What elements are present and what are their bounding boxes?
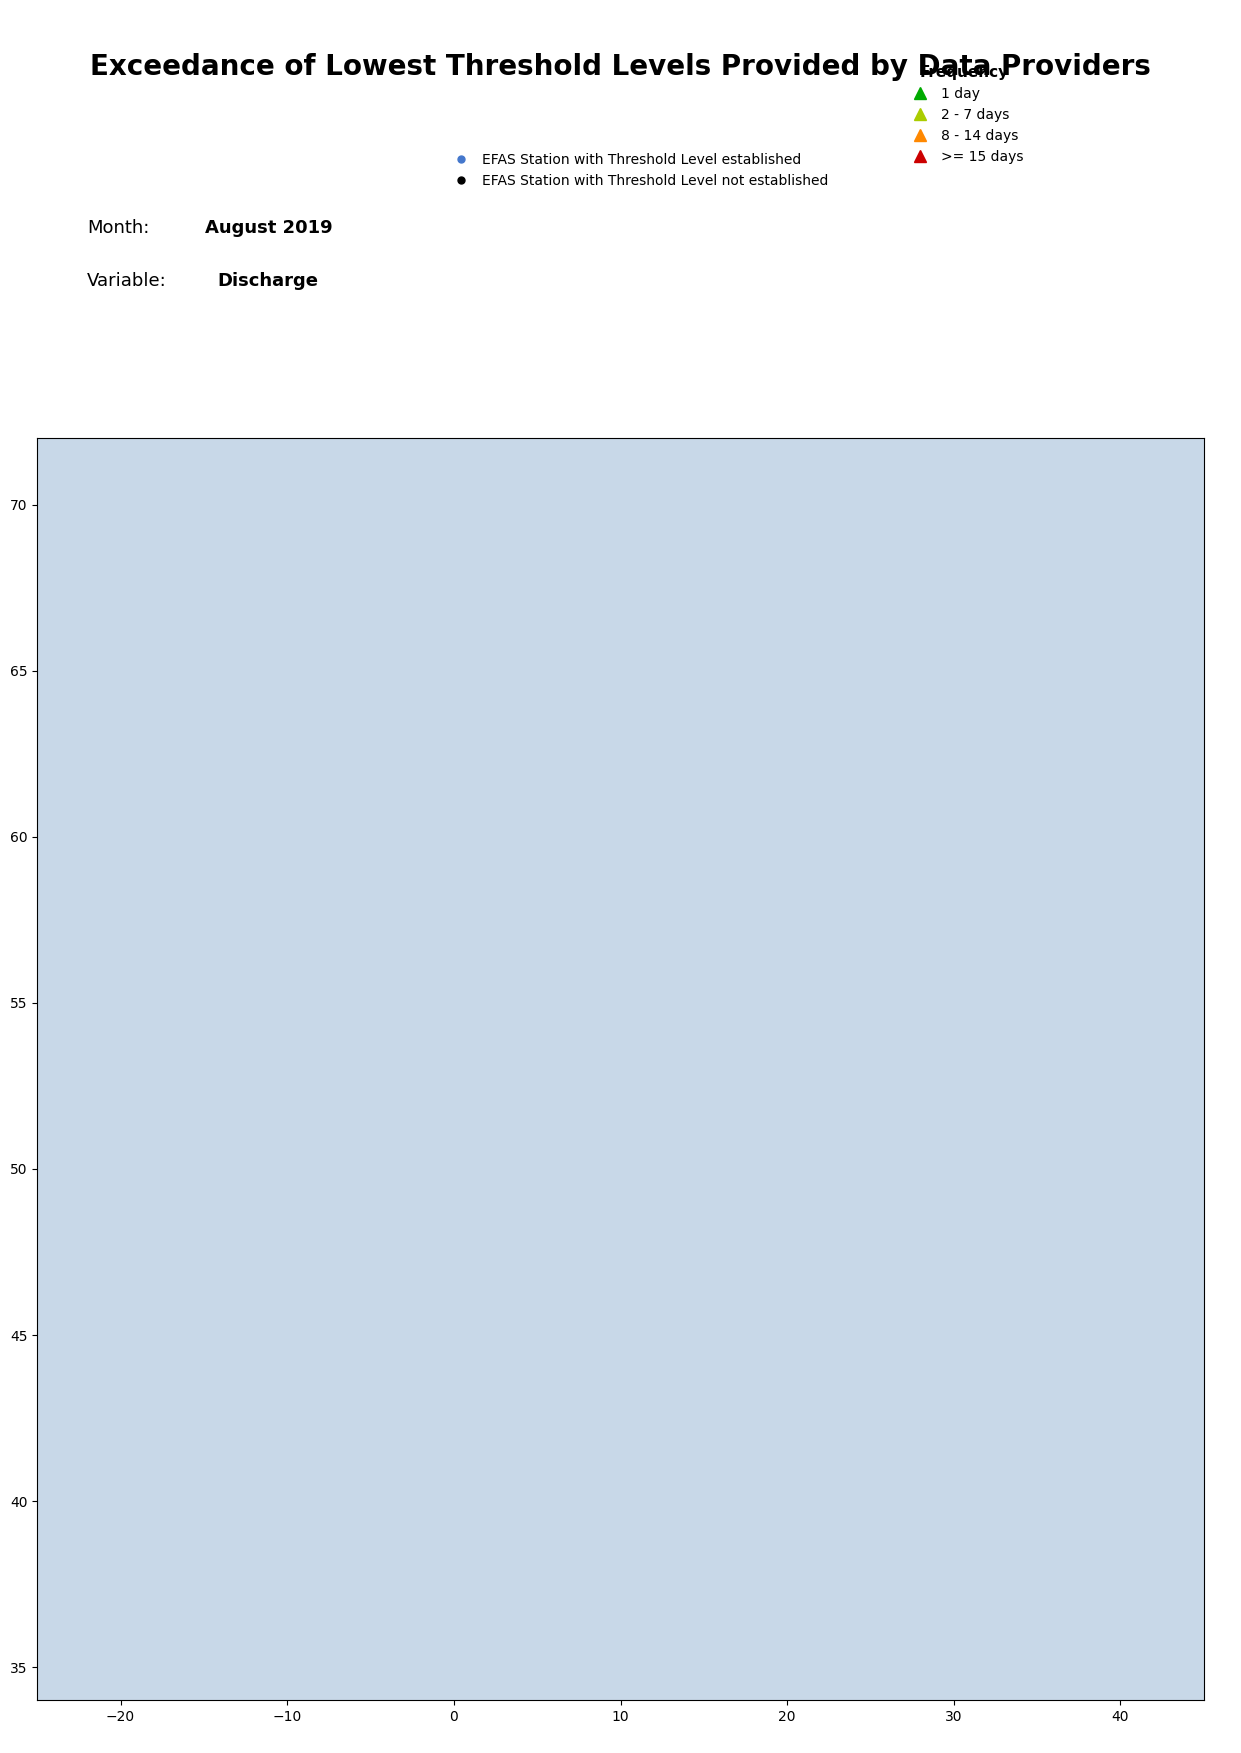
Text: August 2019: August 2019	[205, 219, 333, 237]
Text: Variable:: Variable:	[87, 272, 166, 289]
Legend: 1 day, 2 - 7 days, 8 - 14 days, >= 15 days: 1 day, 2 - 7 days, 8 - 14 days, >= 15 da…	[901, 60, 1029, 170]
Text: Discharge: Discharge	[217, 272, 318, 289]
Text: Exceedance of Lowest Threshold Levels Provided by Data Providers: Exceedance of Lowest Threshold Levels Pr…	[91, 53, 1150, 81]
Legend: EFAS Station with Threshold Level established, EFAS Station with Threshold Level: EFAS Station with Threshold Level establ…	[442, 147, 834, 193]
Text: Month:: Month:	[87, 219, 149, 237]
